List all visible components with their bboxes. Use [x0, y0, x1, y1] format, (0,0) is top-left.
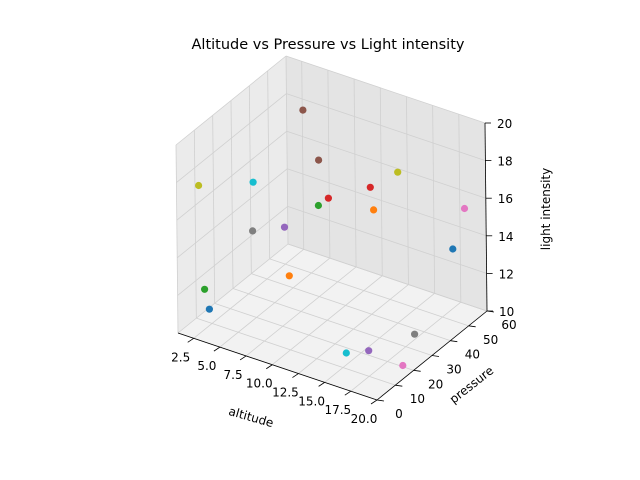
- x-tick: [370, 399, 378, 405]
- z-gridline-left: [177, 206, 288, 296]
- y-tick-label: 40: [465, 348, 480, 362]
- y-gridline-left: [285, 55, 289, 245]
- scatter-point: [324, 194, 332, 202]
- z-gridline-back: [287, 168, 487, 237]
- scatter-point: [314, 201, 322, 210]
- x-tick: [344, 390, 352, 396]
- scatter-point: [195, 181, 203, 190]
- y-gridline-left: [212, 115, 216, 304]
- x-tick-label: 5.0: [197, 359, 216, 373]
- z-tick-label: 14: [498, 230, 513, 244]
- x-tick-label: 20.0: [351, 412, 378, 426]
- y-gridline-floor: [269, 258, 469, 327]
- scatter-point: [249, 227, 257, 235]
- y-gridline-floor: [232, 288, 433, 356]
- z-gridline-left: [175, 55, 287, 146]
- y-tick-label: 60: [501, 318, 516, 332]
- x-tick: [292, 373, 299, 378]
- x-gridline-back: [327, 70, 331, 259]
- y-tick: [450, 340, 458, 343]
- y-gridline-floor: [214, 302, 414, 371]
- scatter-point: [460, 204, 469, 213]
- x-tick: [318, 382, 325, 387]
- y-tick: [376, 399, 385, 402]
- x-tick: [266, 364, 273, 370]
- x-axis-line: [177, 332, 378, 401]
- z-gridline-back: [287, 206, 487, 274]
- z-gridline-left: [176, 130, 288, 221]
- x-tick: [213, 346, 221, 352]
- scatter-point: [280, 223, 289, 231]
- scatter-point: [366, 183, 374, 191]
- x-gridline-back: [432, 105, 436, 294]
- chart-gridlines: [175, 55, 488, 401]
- x-tick-label: 15.0: [298, 394, 325, 408]
- z-axis-line: [484, 122, 488, 312]
- z-axis-label: light intensity: [539, 168, 553, 250]
- z-gridline-back: [286, 130, 486, 199]
- scatter-point: [394, 168, 402, 176]
- y-gridline-left: [175, 144, 179, 334]
- x-gridline-back: [379, 87, 383, 276]
- x-axis-label: altitude: [227, 404, 275, 430]
- scatter-point: [285, 272, 293, 280]
- z-tick-label: 16: [498, 192, 513, 206]
- x-gridline-back: [406, 96, 409, 285]
- x-gridline-back: [353, 78, 357, 267]
- x-tick-label: 12.5: [272, 386, 299, 400]
- y-tick-label: 30: [446, 363, 461, 377]
- z-tick-label: 18: [497, 155, 512, 169]
- scatter-point: [370, 206, 378, 214]
- y-tick: [395, 384, 403, 387]
- y-gridline-left: [193, 130, 197, 319]
- chart-points: [195, 106, 469, 370]
- y-gridline-floor: [196, 317, 396, 386]
- x-tick: [239, 355, 247, 361]
- y-gridline-floor: [251, 273, 451, 342]
- z-tick-label: 12: [499, 267, 514, 281]
- z-gridline-left: [177, 243, 289, 334]
- scatter-point: [449, 245, 457, 253]
- x-gridline-back: [458, 114, 462, 303]
- y-tick: [468, 325, 476, 328]
- chart-axes: 2.55.07.510.012.515.017.520.0 01020304050…: [171, 117, 516, 426]
- x-tick-label: 17.5: [324, 403, 351, 417]
- y-gridline-left: [267, 70, 271, 259]
- scatter-point: [365, 347, 373, 355]
- z-gridline-back: [287, 243, 488, 312]
- x-tick-label: 10.0: [246, 377, 273, 391]
- y-tick-label: 0: [395, 407, 403, 421]
- scatter-point: [411, 330, 419, 338]
- y-tick-label: 50: [483, 333, 498, 347]
- z-gridline-left: [176, 168, 288, 259]
- y-gridline-left: [248, 85, 252, 274]
- back-pane: [286, 56, 487, 311]
- scatter-point: [315, 156, 323, 164]
- x-tick: [187, 337, 194, 343]
- x-tick-label: 2.5: [171, 350, 190, 364]
- x-tick-label: 7.5: [224, 368, 243, 382]
- z-tick-label: 20: [497, 117, 512, 131]
- scatter-point: [205, 305, 213, 313]
- y-tick: [413, 369, 421, 372]
- scatter-point: [201, 285, 209, 293]
- z-tick-label: 10: [499, 305, 514, 319]
- z-gridline-back: [285, 55, 486, 124]
- scatter-point: [399, 361, 407, 370]
- y-tick: [431, 355, 440, 357]
- y-tick-label: 20: [428, 377, 443, 391]
- scatter-point: [299, 106, 307, 114]
- chart-title: Altitude vs Pressure vs Light intensity: [192, 37, 465, 53]
- scatter-point: [342, 349, 350, 357]
- z-gridline-back: [286, 93, 486, 161]
- y-tick-label: 10: [410, 392, 425, 406]
- scatter-point: [249, 178, 257, 186]
- x-gridline-back: [301, 61, 305, 250]
- y-gridline-left: [230, 100, 234, 289]
- z-gridline-left: [176, 93, 287, 183]
